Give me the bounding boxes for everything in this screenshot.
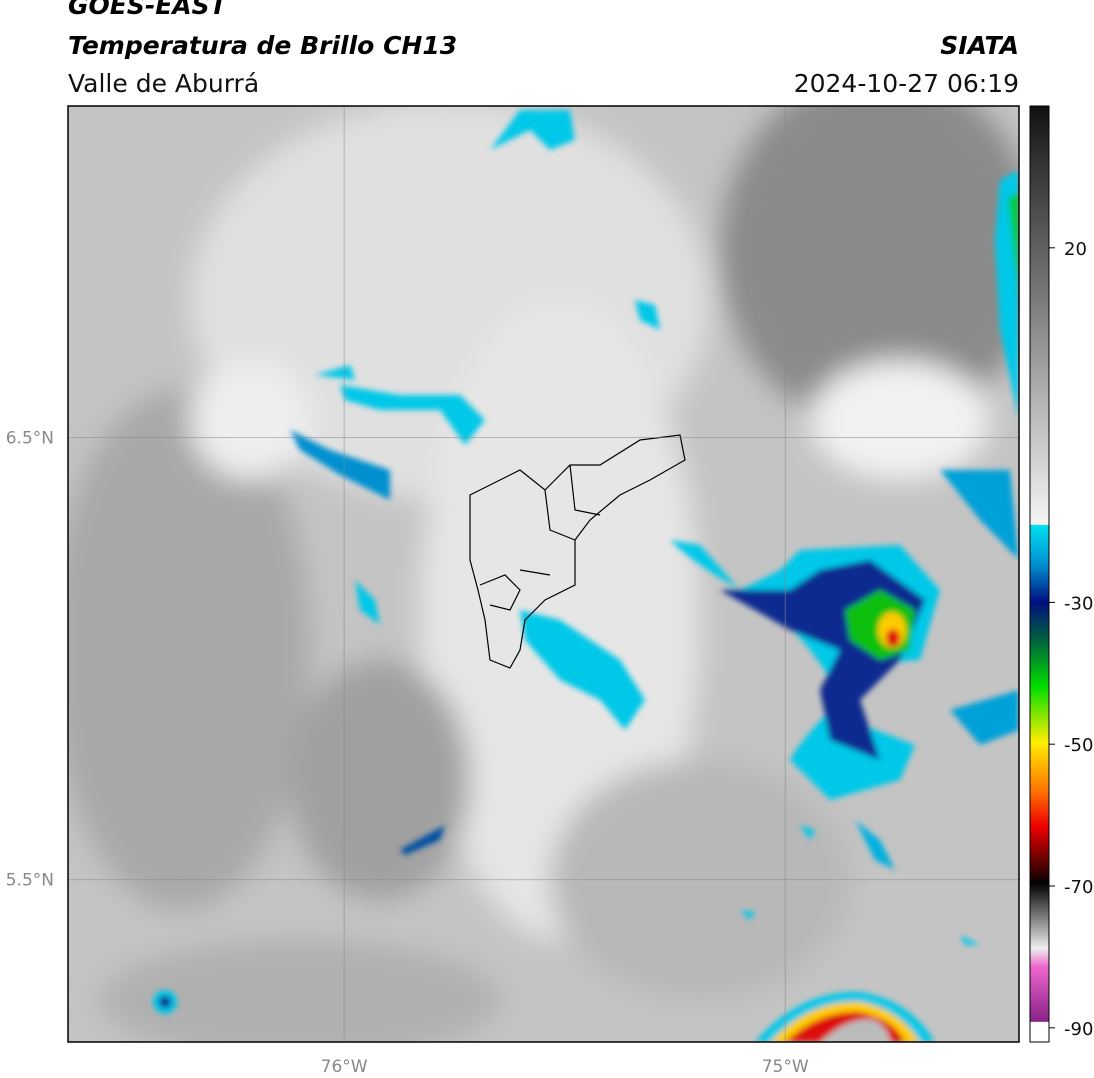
grid [68, 106, 1019, 1042]
colorbar-tick-label: -70 [1064, 877, 1093, 898]
y-tick-label: 6.5°N [6, 429, 54, 449]
x-tick-label: 76°W [321, 1057, 368, 1077]
colorbar [1029, 105, 1050, 1043]
datetime: 2024-10-27 06:19 [794, 69, 1019, 98]
colorbar-tick-label: -50 [1064, 735, 1093, 756]
source: SIATA [940, 31, 1019, 60]
y-tick-label: 5.5°N [6, 871, 54, 891]
x-tick-label: 75°W [762, 1057, 809, 1077]
map-frame [67, 105, 1020, 1043]
satellite-field [68, 106, 1019, 1042]
colorbar-tick-label: -90 [1064, 1019, 1093, 1040]
colorbar-tick-label: 20 [1064, 239, 1087, 260]
subtitle: Temperatura de Brillo CH13 [68, 31, 457, 60]
title: GOES-EAST [68, 0, 229, 20]
colorbar-tick-label: -30 [1064, 593, 1093, 614]
region: Valle de Aburrá [68, 69, 259, 98]
